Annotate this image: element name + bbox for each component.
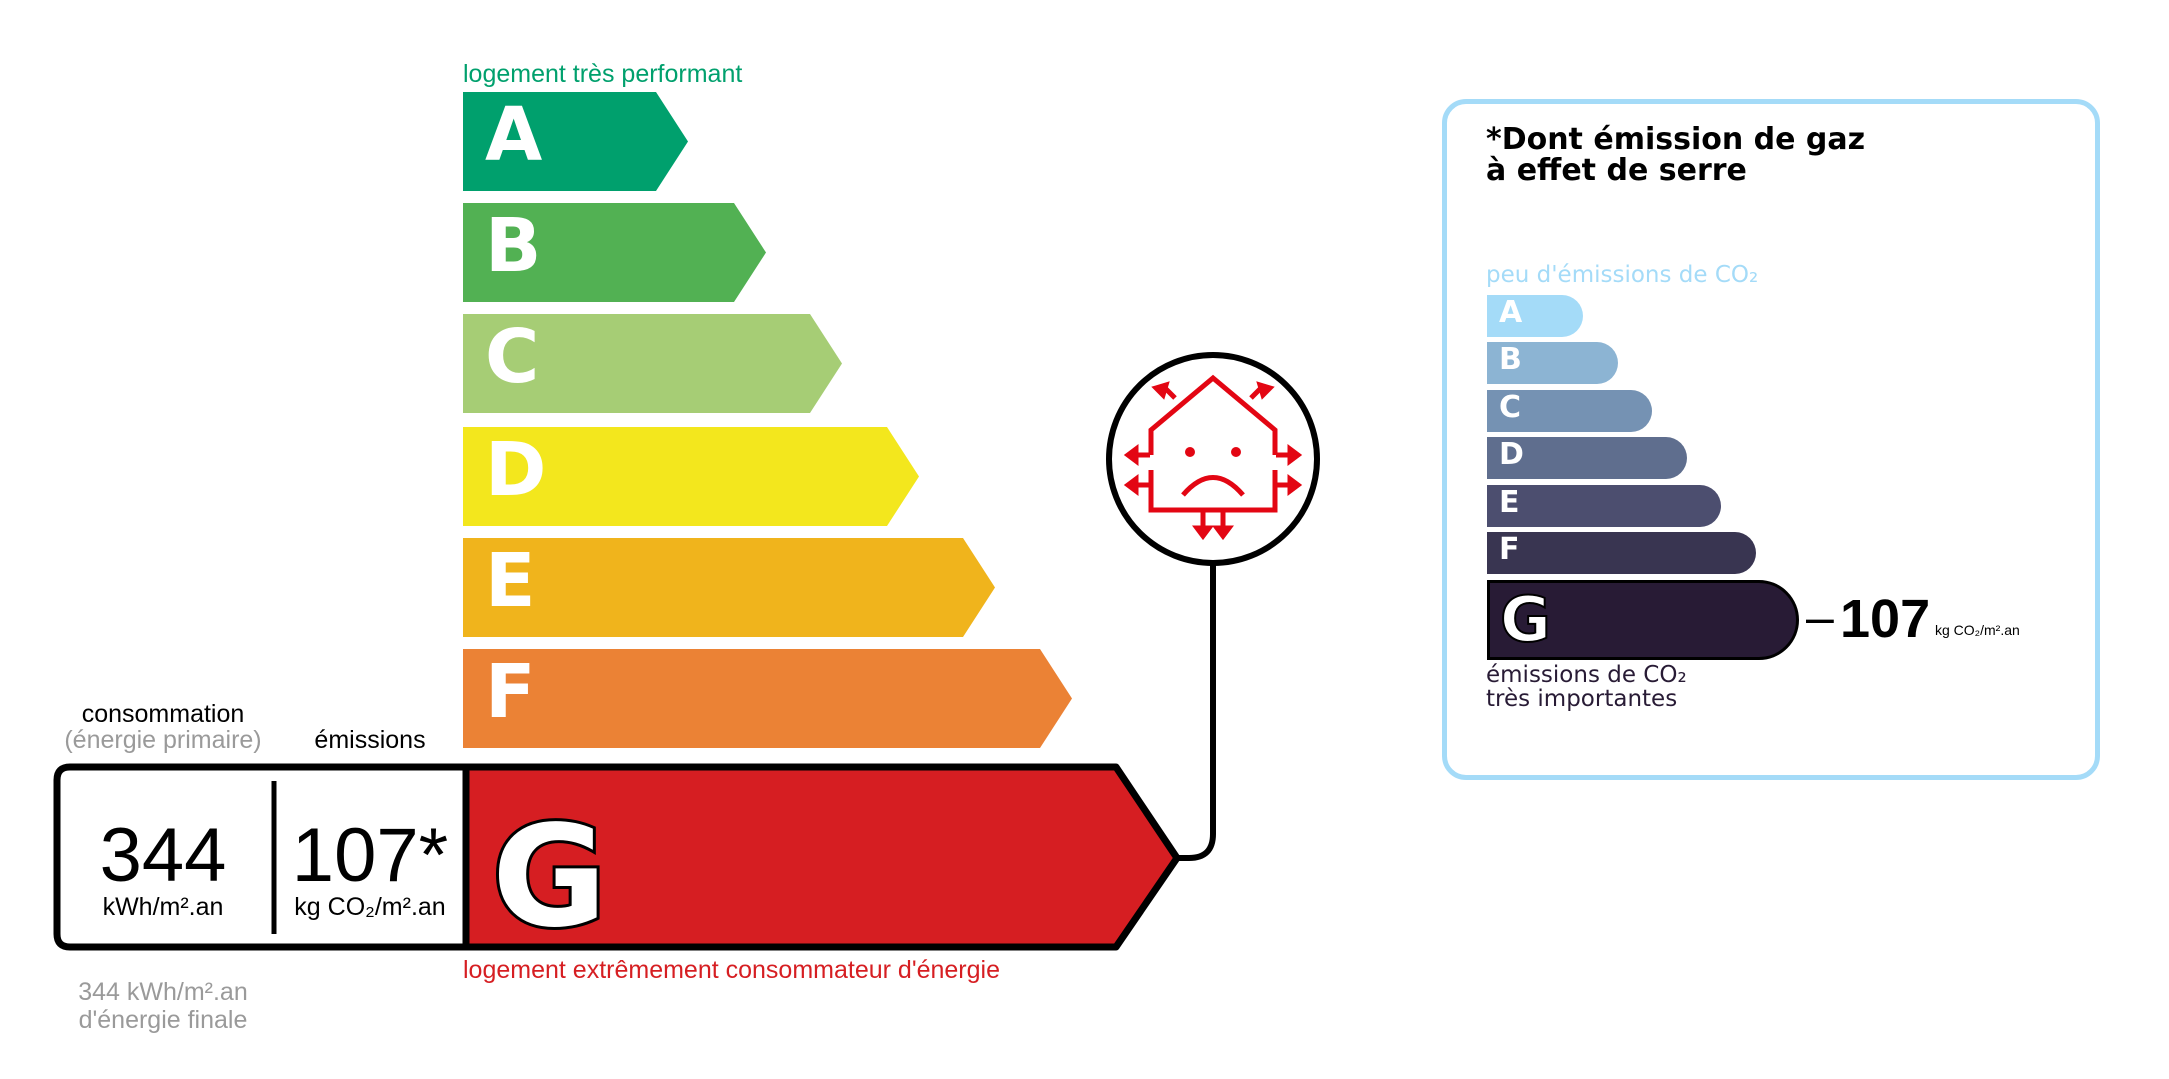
class-letter: C [485, 314, 540, 400]
ges-current-class-letter: G [1499, 582, 1552, 657]
class-letter: F [1499, 532, 1520, 567]
energy-class-d: D [463, 427, 919, 526]
ges-title-line1: *Dont émission de gaz [1486, 122, 1866, 157]
class-letter: D [485, 427, 547, 513]
top-label: logement très performant [463, 60, 743, 88]
class-letter: B [485, 203, 542, 289]
energy-class-c: C [463, 314, 842, 413]
consumption-unit: kWh/m².an [102, 893, 224, 921]
class-letter: E [485, 538, 536, 624]
emissions-value: 107* [291, 813, 449, 898]
class-letter: A [1499, 295, 1523, 330]
energy-class-e: E [463, 538, 995, 637]
ges-class-c: C [1487, 390, 1652, 432]
ges-bottom-label-line1: émissions de CO₂ [1486, 662, 1687, 688]
class-letter: F [485, 649, 536, 735]
ges-class-e: E [1487, 485, 1721, 527]
bottom-label: logement extrêmement consommateur d'éner… [463, 956, 1000, 984]
ges-dash: – [1806, 589, 1834, 645]
emissions-label: émissions [314, 726, 426, 754]
connector-line [1177, 563, 1216, 861]
class-letter: C [1499, 390, 1522, 425]
consumption-label: consommation [81, 700, 245, 728]
ges-class-f: F [1487, 532, 1756, 574]
consumption-sublabel: (énergie primaire) [64, 726, 262, 754]
final-energy-line1: 344 kWh/m².an [78, 978, 248, 1006]
class-letter: D [1499, 437, 1524, 472]
final-energy-line2: d'énergie finale [78, 1006, 248, 1034]
energy-class-a: A [463, 92, 688, 191]
house-sad-face-heat-loss-icon [1123, 374, 1303, 541]
ges-class-d: D [1487, 437, 1687, 479]
class-letter: B [1499, 342, 1522, 377]
ges-top-label: peu d'émissions de CO₂ [1486, 262, 1759, 288]
icon-circle [1106, 352, 1320, 566]
ges-class-a: A [1487, 295, 1583, 337]
current-class-letter: G [492, 796, 607, 959]
consumption-value: 344 [99, 813, 227, 898]
ges-value: 107 [1840, 589, 1931, 649]
energy-class-b: B [463, 203, 766, 302]
emissions-unit: kg CO₂/m².an [294, 893, 446, 921]
class-letter: A [485, 92, 543, 178]
energy-class-f: F [463, 649, 1072, 748]
ges-panel [1442, 99, 2100, 780]
ges-current-class-bar: G [1487, 580, 1799, 660]
ges-title-line2: à effet de serre [1486, 153, 1747, 188]
class-letter: E [1499, 485, 1520, 520]
ges-class-b: B [1487, 342, 1618, 384]
ges-bottom-label-line2: très importantes [1486, 686, 1678, 712]
ges-unit: kg CO₂/m².an [1935, 622, 2020, 638]
values-box [53, 763, 470, 951]
